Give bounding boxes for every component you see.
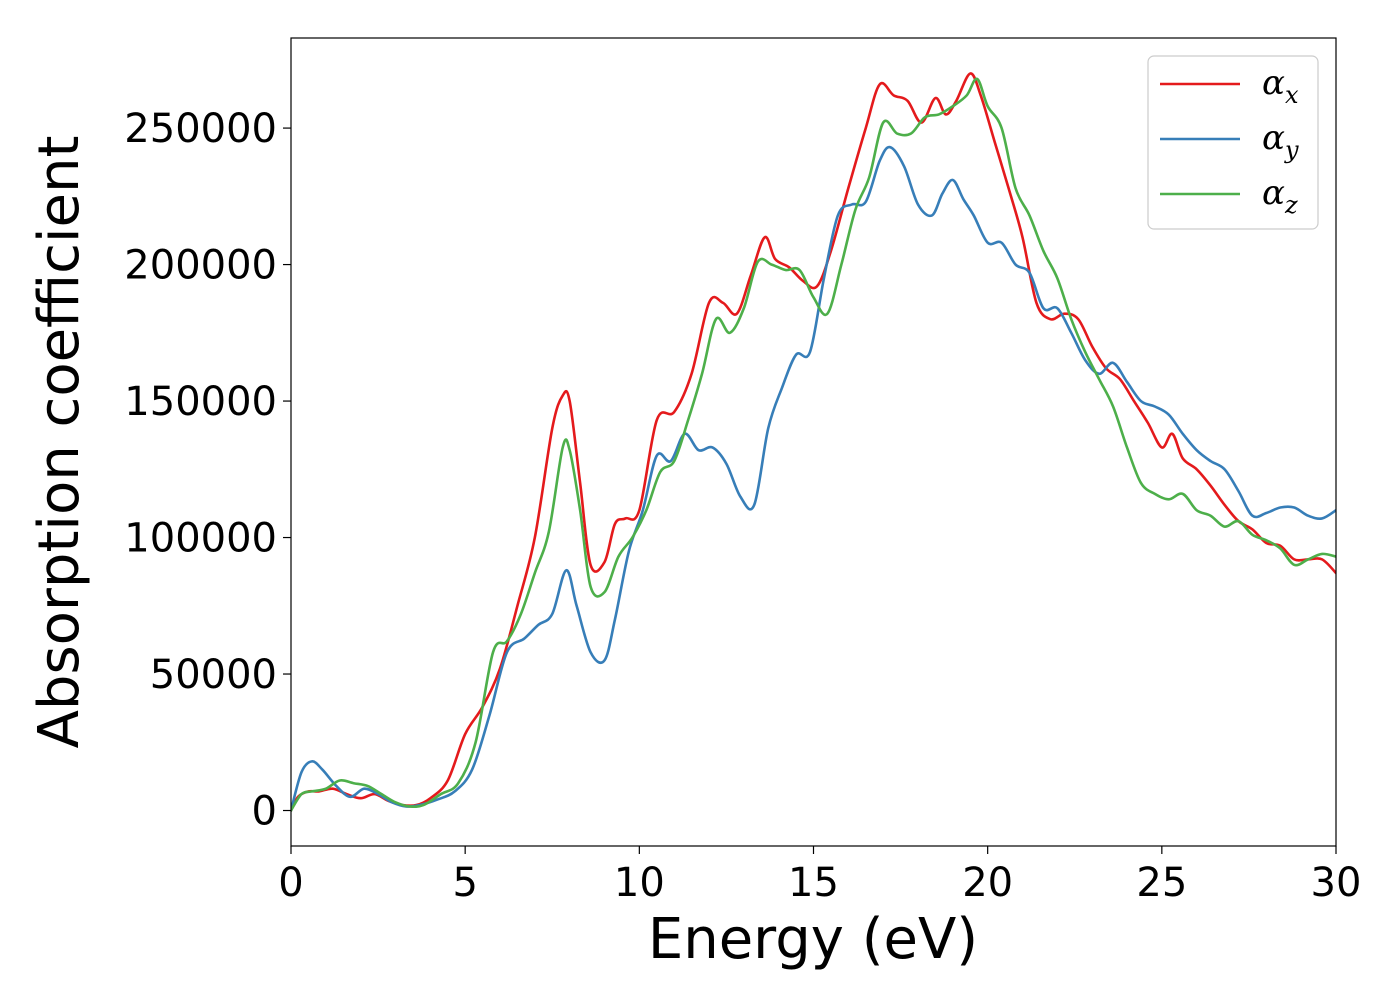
y-tick-label: 100000 <box>124 516 277 562</box>
x-tick-label: 25 <box>1136 860 1187 906</box>
series-line-alpha-y <box>291 145 1336 812</box>
y-tick-label: 0 <box>252 789 277 835</box>
series-line-alpha-x <box>291 72 1336 812</box>
y-tick-label: 200000 <box>124 243 277 289</box>
y-axis-ticks: 0 50000 100000 150000 200000 250000 <box>124 106 291 835</box>
series-line-alpha-z <box>291 77 1336 812</box>
x-tick-label: 5 <box>452 860 477 906</box>
y-tick-label: 150000 <box>124 379 277 425</box>
x-tick-label: 0 <box>278 860 303 906</box>
y-tick-label: 250000 <box>124 106 277 152</box>
legend-frame <box>1147 55 1319 230</box>
x-axis-label: Energy (eV) <box>648 907 978 972</box>
series-layer <box>291 72 1336 812</box>
x-tick-label: 10 <box>614 860 665 906</box>
x-tick-label: 30 <box>1311 860 1362 906</box>
y-axis-label: Absorption coefficient <box>27 136 92 749</box>
y-tick-label: 50000 <box>150 652 277 698</box>
x-tick-label: 20 <box>962 860 1013 906</box>
x-axis-ticks: 0 5 10 15 20 25 30 <box>278 846 1361 906</box>
x-tick-label: 15 <box>788 860 839 906</box>
